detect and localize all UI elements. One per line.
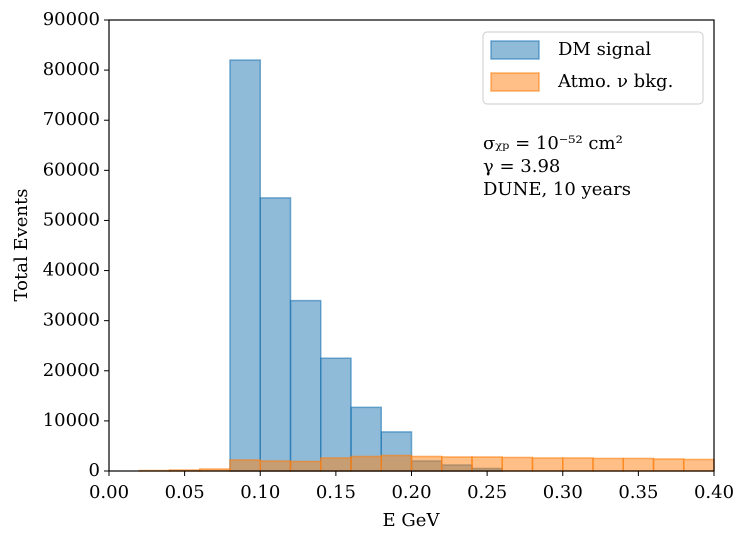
histogram-bar (531, 457, 564, 472)
x-tick-label: 0.15 (316, 482, 356, 503)
x-tick-label: 0.00 (89, 482, 129, 503)
histogram-bar (501, 456, 534, 472)
histogram-bar (380, 454, 413, 472)
histogram-bar (350, 455, 382, 472)
y-tick-label: 0 (89, 460, 100, 481)
histogram-bar (320, 357, 352, 472)
histogram-bar (592, 457, 624, 472)
y-tick-label: 10000 (43, 410, 100, 431)
y-tick-label: 50000 (43, 209, 100, 230)
histogram-bar (622, 457, 655, 472)
histogram-bar (320, 457, 352, 472)
legend-swatch (490, 72, 540, 92)
annotation: γ = 3.98 (483, 156, 560, 177)
histogram-bar (259, 197, 292, 472)
y-tick-label: 80000 (43, 59, 100, 80)
x-tick-label: 0.10 (240, 482, 280, 503)
histogram-bar (259, 460, 292, 472)
y-tick-label: 90000 (43, 9, 100, 30)
x-tick-label: 0.30 (543, 482, 583, 503)
y-tick-label: 30000 (43, 310, 100, 331)
x-tick-label: 0.05 (165, 482, 205, 503)
y-axis-label: Total Events (11, 189, 32, 302)
legend-label: Atmo. ν bkg. (557, 71, 673, 92)
x-tick-label: 0.40 (694, 482, 734, 503)
y-tick-label: 70000 (43, 109, 100, 130)
y-tick-label: 20000 (43, 360, 100, 381)
annotation: σᵪₚ = 10⁻⁵² cm² (483, 133, 623, 154)
histogram-bar (229, 59, 261, 472)
histogram-bar (562, 457, 594, 472)
histogram-bar (683, 458, 715, 472)
legend-label: DM signal (558, 39, 651, 60)
x-axis-label: E GeV (383, 510, 441, 531)
histogram-bar (652, 458, 685, 472)
y-tick-label: 60000 (43, 159, 100, 180)
histogram-bar (229, 459, 261, 472)
histogram-bar (289, 299, 322, 472)
x-tick-label: 0.35 (618, 482, 658, 503)
x-tick-label: 0.25 (467, 482, 507, 503)
x-tick-label: 0.20 (391, 482, 431, 503)
histogram-bar (471, 456, 503, 472)
y-tick-label: 40000 (43, 260, 100, 281)
histogram-bar (410, 455, 443, 472)
histogram-bar (289, 460, 322, 472)
histogram-bar (441, 456, 473, 472)
legend-swatch (490, 40, 540, 60)
annotation: DUNE, 10 years (483, 179, 631, 200)
